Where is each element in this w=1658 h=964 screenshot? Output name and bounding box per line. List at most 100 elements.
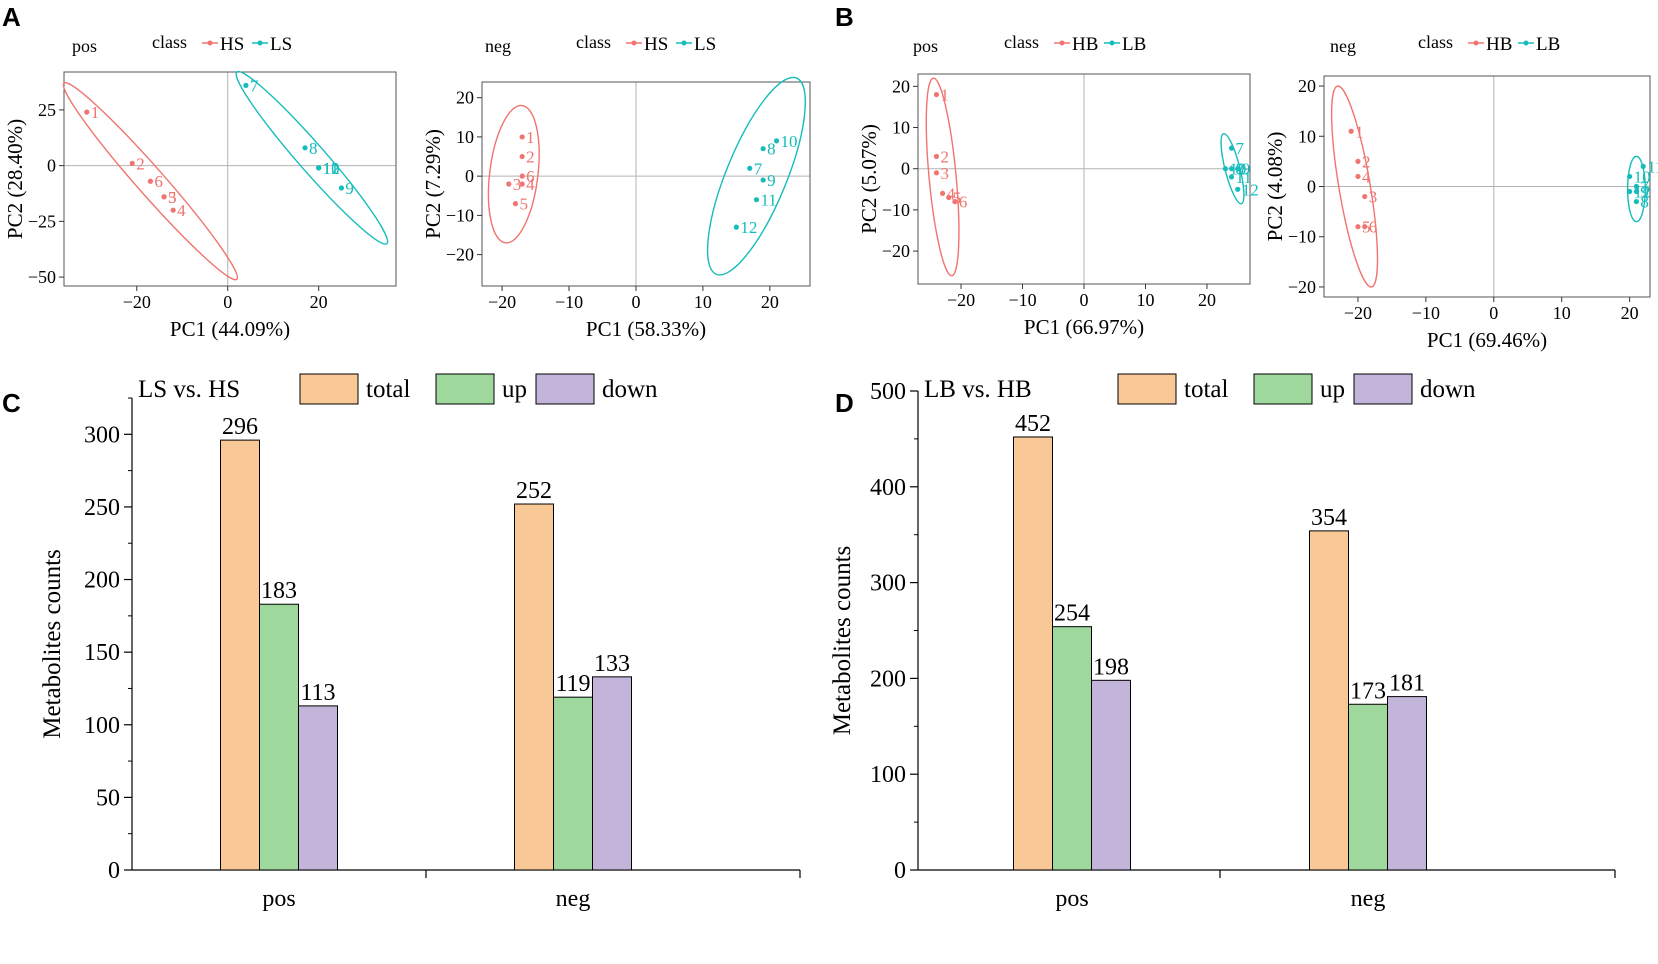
sample-label: 8 xyxy=(767,140,776,159)
y-tick-label: 10 xyxy=(456,127,474,147)
sample-label: 12 xyxy=(323,159,340,178)
x-tick-label: 0 xyxy=(1080,290,1089,310)
x-category-label: neg xyxy=(1351,886,1386,912)
confidence-ellipse xyxy=(235,70,389,245)
bar-total-neg xyxy=(514,503,554,871)
bar-value-label: 119 xyxy=(555,671,590,697)
y-axis-label: PC2 (7.29%) xyxy=(421,129,445,239)
legend-swatch-dot xyxy=(207,40,213,46)
x-category-label: pos xyxy=(1055,886,1088,912)
legend-swatch-down xyxy=(1353,373,1413,405)
sample-label: 7 xyxy=(1640,178,1649,197)
y-axis-label: PC2 (4.08%) xyxy=(1263,132,1287,242)
sample-point xyxy=(939,190,946,197)
x-tick-label: 10 xyxy=(1136,290,1154,310)
sample-point xyxy=(1235,166,1241,172)
sample-label: 7 xyxy=(1236,139,1245,158)
sample-point xyxy=(1355,224,1361,230)
legend-label: HS xyxy=(220,34,244,55)
pca-plot-2: −20 −10 0 10 20 −20 −10 0 10 20 PC1 (58.33%) PC2 (7… xyxy=(421,32,811,341)
x-tick-label: 20 xyxy=(310,292,328,312)
sample-label: 3 xyxy=(940,164,949,183)
legend-swatch-total xyxy=(1117,373,1177,405)
plot-title: pos xyxy=(913,36,938,56)
sample-label: 4 xyxy=(947,184,956,203)
bar-value-label: 254 xyxy=(1054,601,1090,627)
sample-label: 1 xyxy=(91,103,100,122)
confidence-ellipse xyxy=(487,104,540,244)
sample-point xyxy=(1640,163,1646,170)
bar-value-label: 173 xyxy=(1350,678,1386,704)
sample-point xyxy=(946,194,952,201)
y-tick-label: 100 xyxy=(84,713,120,739)
sample-point xyxy=(519,134,525,140)
sample-point xyxy=(1627,188,1633,195)
y-tick-label: 300 xyxy=(870,571,906,597)
bar-down-pos xyxy=(298,705,338,871)
sample-label: 3 xyxy=(513,175,522,194)
sample-label: 6 xyxy=(959,193,968,212)
legend-swatch-down xyxy=(535,373,595,405)
sample-point xyxy=(1362,224,1368,230)
y-tick-label: 20 xyxy=(456,88,474,108)
y-tick-label: 200 xyxy=(870,666,906,692)
bar-total-pos xyxy=(220,439,260,871)
sample-label: 2 xyxy=(526,148,535,167)
sample-point xyxy=(512,201,519,207)
x-tick-label: −20 xyxy=(1344,303,1372,323)
sample-label: 5 xyxy=(168,188,177,207)
y-tick-label: 250 xyxy=(84,495,120,521)
sample-point xyxy=(1633,183,1640,190)
sample-label: 6 xyxy=(1369,218,1378,237)
y-tick-label: −20 xyxy=(446,245,474,265)
sample-point xyxy=(933,153,940,159)
legend-swatch-dot xyxy=(1059,40,1065,46)
legend-label: up xyxy=(502,376,527,403)
sample-label: 11 xyxy=(323,159,339,178)
sample-label: 1 xyxy=(526,128,535,147)
sample-point xyxy=(243,82,249,88)
legend-label: down xyxy=(1420,376,1476,403)
legend-label: HB xyxy=(1072,34,1098,55)
x-category-label: neg xyxy=(556,886,591,912)
y-tick-label: 10 xyxy=(1298,126,1316,146)
sample-label: 4 xyxy=(1362,167,1371,186)
sample-point xyxy=(302,145,308,151)
x-tick-label: 10 xyxy=(694,292,712,312)
sample-label: 12 xyxy=(1242,180,1259,199)
sample-label: 12 xyxy=(1634,183,1651,202)
bar-value-label: 183 xyxy=(261,578,297,604)
bar-value-label: 452 xyxy=(1015,411,1051,437)
sample-label: 2 xyxy=(1362,152,1371,171)
x-tick-label: 20 xyxy=(1621,303,1639,323)
y-tick-label: 10 xyxy=(892,118,910,138)
sample-label: 5 xyxy=(953,189,962,208)
legend-swatch-dot xyxy=(1523,40,1529,46)
confidence-ellipse xyxy=(62,82,239,281)
pca-plot-4: −20 −10 0 10 20 −20 −10 0 10 20 PC1 (69.46%) PC2 (4… xyxy=(1263,32,1658,352)
confidence-ellipse xyxy=(1626,155,1646,223)
bar-total-neg xyxy=(1309,530,1349,871)
legend-swatch-up xyxy=(1253,373,1313,405)
sample-point xyxy=(952,199,958,205)
x-tick-label: −20 xyxy=(488,292,516,312)
panel-letter-d: D xyxy=(835,388,854,418)
sample-label: 1 xyxy=(940,86,949,105)
sample-label: 7 xyxy=(250,76,259,95)
sample-label: 10 xyxy=(1634,167,1651,186)
plot-title: pos xyxy=(72,36,97,56)
bar-down-pos xyxy=(1091,679,1131,871)
y-axis-label: Metabolites counts xyxy=(39,549,66,739)
x-axis-label: PC1 (69.46%) xyxy=(1427,328,1547,352)
x-axis-label: PC1 (44.09%) xyxy=(170,317,290,341)
sample-point xyxy=(147,178,154,184)
bar-total-pos xyxy=(1013,436,1053,871)
sample-point xyxy=(1228,166,1235,172)
legend-swatch-dot xyxy=(257,40,263,46)
x-tick-label: −10 xyxy=(555,292,583,312)
sample-label: 7 xyxy=(754,159,763,178)
sample-label: 3 xyxy=(1369,188,1378,207)
